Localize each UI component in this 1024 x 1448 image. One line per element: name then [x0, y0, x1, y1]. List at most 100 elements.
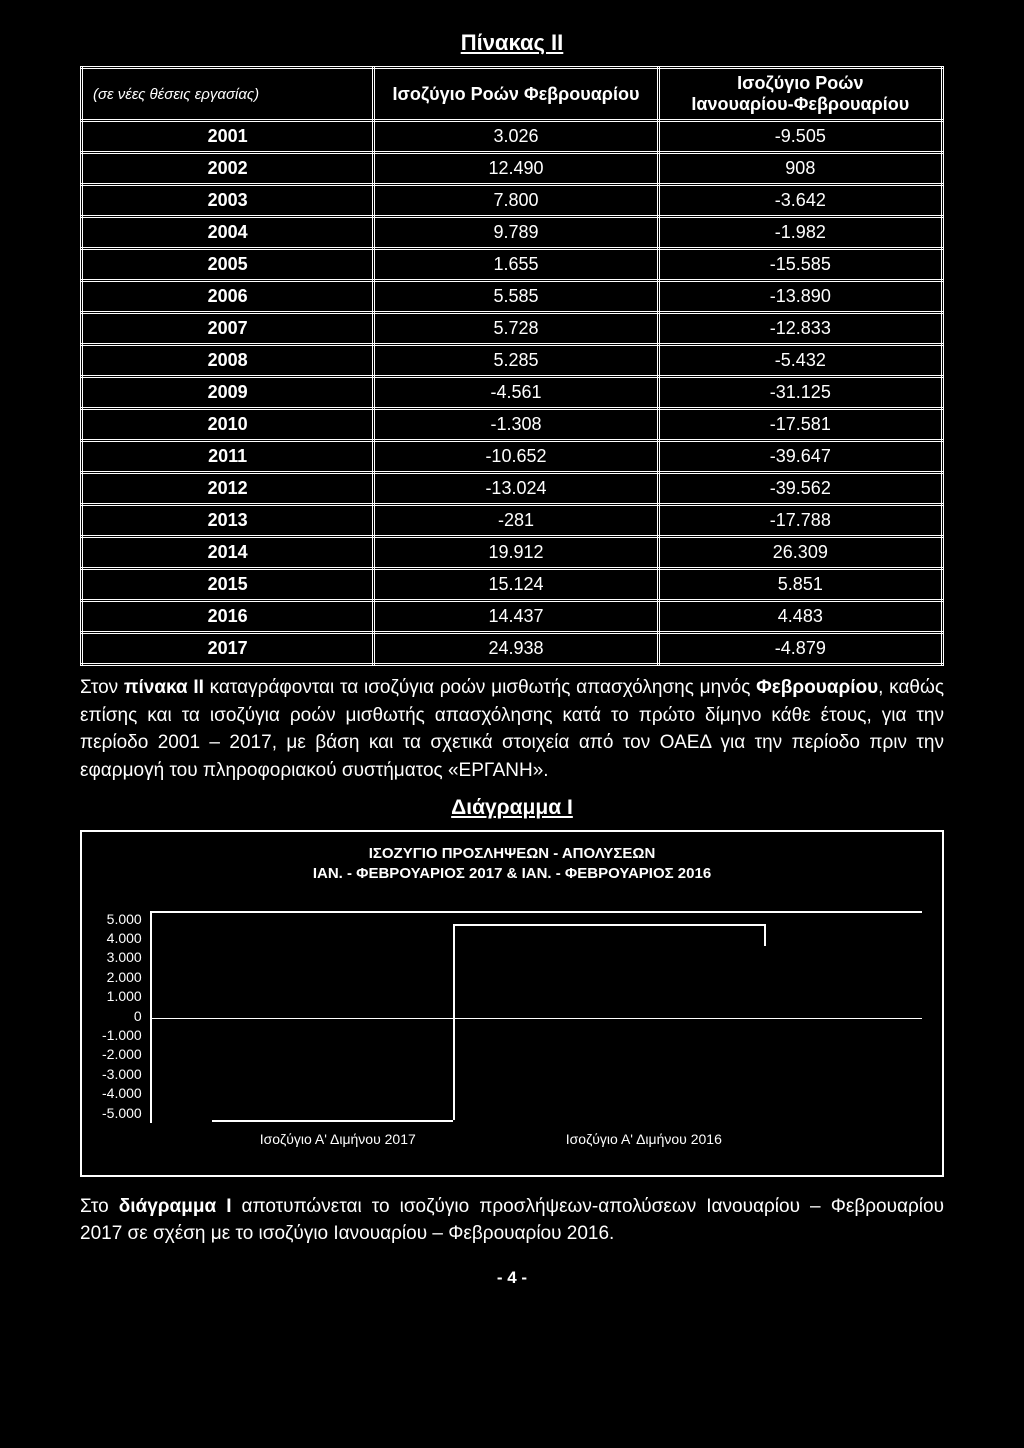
- cell-col1: 15.124: [374, 569, 658, 601]
- cell-col2: -5.432: [658, 345, 942, 377]
- chart-plot: [150, 911, 922, 1123]
- cell-col2: -1.982: [658, 217, 942, 249]
- ytick-label: 0: [134, 1008, 142, 1024]
- table-row: 201614.4374.483: [82, 601, 943, 633]
- cell-year: 2001: [82, 121, 374, 153]
- cell-col2: -15.585: [658, 249, 942, 281]
- cell-col2: -9.505: [658, 121, 942, 153]
- paragraph-1: Στον πίνακα II καταγράφονται τα ισοζύγια…: [80, 674, 944, 784]
- table-row: 201419.91226.309: [82, 537, 943, 569]
- chart-baseline: [152, 1018, 922, 1019]
- table-row: 2010-1.308-17.581: [82, 409, 943, 441]
- table-row: 200212.490908: [82, 153, 943, 185]
- chart-title: ΙΣΟΖΥΓΙΟ ΠΡΟΣΛΗΨΕΩΝ - ΑΠΟΛΥΣΕΩΝ ΙΑΝ. - Φ…: [102, 844, 922, 885]
- table-row: 20065.585-13.890: [82, 281, 943, 313]
- cell-col1: 12.490: [374, 153, 658, 185]
- chart-y-axis: 5.0004.0003.0002.0001.0000-1.000-2.000-3…: [102, 911, 150, 1121]
- table-row: 2011-10.652-39.647: [82, 441, 943, 473]
- cell-year: 2011: [82, 441, 374, 473]
- cell-col1: 5.285: [374, 345, 658, 377]
- table-row: 20075.728-12.833: [82, 313, 943, 345]
- cell-col2: -13.890: [658, 281, 942, 313]
- cell-year: 2009: [82, 377, 374, 409]
- cell-col1: 5.585: [374, 281, 658, 313]
- table-row: 2013-281-17.788: [82, 505, 943, 537]
- chart-step-segment: [764, 924, 766, 946]
- ytick-label: -2.000: [102, 1046, 142, 1062]
- table-title: Πίνακας II: [80, 30, 944, 56]
- cell-col2: -4.879: [658, 633, 942, 665]
- table-row: 20051.655-15.585: [82, 249, 943, 281]
- cell-col1: -13.024: [374, 473, 658, 505]
- cell-year: 2014: [82, 537, 374, 569]
- cell-col2: 5.851: [658, 569, 942, 601]
- cell-year: 2002: [82, 153, 374, 185]
- cell-year: 2008: [82, 345, 374, 377]
- ytick-label: 3.000: [107, 949, 142, 965]
- cell-year: 2004: [82, 217, 374, 249]
- ytick-label: 5.000: [107, 911, 142, 927]
- legend-item: Ισοζύγιο Α' Διμήνου 2016: [566, 1131, 722, 1147]
- cell-col1: 24.938: [374, 633, 658, 665]
- cell-col2: 908: [658, 153, 942, 185]
- chart-step-segment: [453, 924, 455, 1121]
- chart-step-segment: [212, 1120, 454, 1122]
- cell-year: 2006: [82, 281, 374, 313]
- cell-col1: 1.655: [374, 249, 658, 281]
- cell-col1: 14.437: [374, 601, 658, 633]
- ytick-label: 1.000: [107, 988, 142, 1004]
- table-row: 2009-4.561-31.125: [82, 377, 943, 409]
- paragraph-2: Στο διάγραμμα I αποτυπώνεται το ισοζύγιο…: [80, 1193, 944, 1248]
- cell-col1: 19.912: [374, 537, 658, 569]
- cell-year: 2003: [82, 185, 374, 217]
- table-row: 20013.026-9.505: [82, 121, 943, 153]
- cell-year: 2010: [82, 409, 374, 441]
- cell-col2: -31.125: [658, 377, 942, 409]
- cell-col1: -4.561: [374, 377, 658, 409]
- cell-col2: -39.562: [658, 473, 942, 505]
- diagram-title: Διάγραμμα Ι: [80, 796, 944, 820]
- cell-col1: -281: [374, 505, 658, 537]
- cell-year: 2007: [82, 313, 374, 345]
- cell-col1: 5.728: [374, 313, 658, 345]
- ytick-label: -3.000: [102, 1066, 142, 1082]
- cell-col2: -17.788: [658, 505, 942, 537]
- ytick-label: -5.000: [102, 1105, 142, 1121]
- legend-item: Ισοζύγιο Α' Διμήνου 2017: [260, 1131, 416, 1147]
- table-row: 20085.285-5.432: [82, 345, 943, 377]
- cell-col1: 9.789: [374, 217, 658, 249]
- cell-col2: -12.833: [658, 313, 942, 345]
- page: Πίνακας II (σε νέες θέσεις εργασίας) Ισο…: [0, 0, 1024, 1338]
- ytick-label: -4.000: [102, 1085, 142, 1101]
- table-row: 20037.800-3.642: [82, 185, 943, 217]
- cell-col1: -10.652: [374, 441, 658, 473]
- chart-container: ΙΣΟΖΥΓΙΟ ΠΡΟΣΛΗΨΕΩΝ - ΑΠΟΛΥΣΕΩΝ ΙΑΝ. - Φ…: [80, 830, 944, 1177]
- ytick-label: -1.000: [102, 1027, 142, 1043]
- cell-year: 2015: [82, 569, 374, 601]
- chart-legend: Ισοζύγιο Α' Διμήνου 2017 Ισοζύγιο Α' Διμή…: [150, 1131, 922, 1147]
- header-col2: Ισοζύγιο Ροών Ιανουαρίου-Φεβρουαρίου: [658, 68, 942, 121]
- cell-col1: 3.026: [374, 121, 658, 153]
- ytick-label: 4.000: [107, 930, 142, 946]
- cell-col2: -17.581: [658, 409, 942, 441]
- cell-year: 2016: [82, 601, 374, 633]
- cell-year: 2012: [82, 473, 374, 505]
- cell-year: 2005: [82, 249, 374, 281]
- cell-col2: -39.647: [658, 441, 942, 473]
- table-row: 2012-13.024-39.562: [82, 473, 943, 505]
- data-table: (σε νέες θέσεις εργασίας) Ισοζύγιο Ροών …: [80, 66, 944, 666]
- table-row: 20049.789-1.982: [82, 217, 943, 249]
- cell-col2: 4.483: [658, 601, 942, 633]
- table-row: 201724.938-4.879: [82, 633, 943, 665]
- cell-year: 2017: [82, 633, 374, 665]
- cell-col2: 26.309: [658, 537, 942, 569]
- header-col1: Ισοζύγιο Ροών Φεβρουαρίου: [374, 68, 658, 121]
- cell-col1: -1.308: [374, 409, 658, 441]
- cell-col1: 7.800: [374, 185, 658, 217]
- table-row: 201515.1245.851: [82, 569, 943, 601]
- chart-step-segment: [453, 924, 764, 926]
- cell-col2: -3.642: [658, 185, 942, 217]
- header-note: (σε νέες θέσεις εργασίας): [82, 68, 374, 121]
- cell-year: 2013: [82, 505, 374, 537]
- page-number: - 4 -: [80, 1268, 944, 1288]
